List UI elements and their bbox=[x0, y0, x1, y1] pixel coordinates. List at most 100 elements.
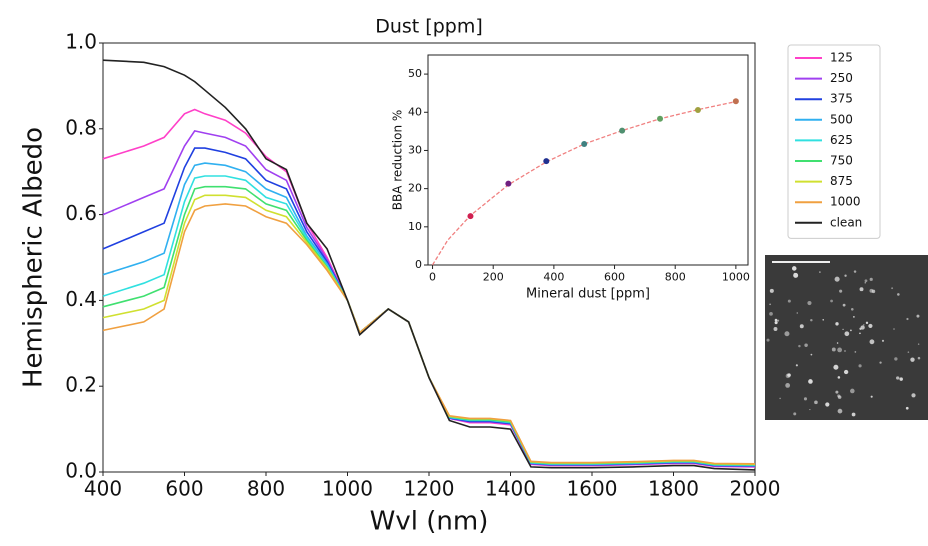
speck bbox=[899, 377, 903, 381]
legend-label: 750 bbox=[830, 154, 853, 168]
speck bbox=[803, 397, 808, 401]
speck bbox=[850, 308, 854, 311]
speck bbox=[836, 342, 839, 344]
x-tick-label: 800 bbox=[247, 477, 285, 501]
speck bbox=[785, 383, 791, 388]
speck bbox=[851, 412, 856, 417]
x-tick-label: 600 bbox=[165, 477, 203, 501]
y-tick-label: 50 bbox=[408, 67, 422, 80]
speck bbox=[917, 356, 921, 360]
speck bbox=[814, 400, 818, 405]
speck bbox=[916, 314, 920, 318]
speck bbox=[894, 357, 898, 361]
speck bbox=[809, 408, 811, 411]
y-tick-label: 0 bbox=[415, 258, 422, 271]
speck bbox=[791, 266, 797, 271]
y-tick-label: 40 bbox=[408, 105, 422, 118]
x-axis-label: Wvl (nm) bbox=[370, 507, 489, 537]
fit-line bbox=[431, 100, 737, 266]
speck bbox=[881, 339, 885, 342]
speck bbox=[917, 343, 920, 345]
speck bbox=[825, 402, 830, 407]
speck bbox=[835, 390, 839, 394]
speck bbox=[869, 339, 875, 345]
speck bbox=[859, 287, 864, 292]
speck bbox=[842, 328, 844, 330]
chart-title: Dust [ppm] bbox=[375, 16, 483, 38]
x-tick-label: 2000 bbox=[730, 477, 781, 501]
speck bbox=[837, 376, 841, 379]
speck bbox=[869, 277, 873, 281]
speck bbox=[766, 338, 770, 342]
speck bbox=[796, 312, 798, 314]
speck bbox=[879, 361, 882, 364]
speck bbox=[837, 394, 841, 398]
speck bbox=[810, 353, 813, 356]
legend-label: 875 bbox=[830, 174, 853, 188]
speck bbox=[769, 288, 774, 293]
speck bbox=[773, 327, 778, 331]
speck bbox=[779, 397, 781, 400]
speck bbox=[831, 347, 836, 352]
data-point bbox=[543, 158, 550, 165]
speck bbox=[853, 270, 857, 273]
x-tick-label: 1800 bbox=[648, 477, 699, 501]
legend-label: 625 bbox=[830, 133, 853, 147]
speck bbox=[769, 303, 771, 306]
speck bbox=[835, 322, 839, 326]
speck bbox=[843, 369, 849, 375]
x-tick-label: 200 bbox=[483, 271, 504, 284]
data-point bbox=[505, 180, 512, 187]
speck bbox=[896, 376, 900, 380]
speck bbox=[837, 408, 843, 414]
speck bbox=[822, 319, 824, 321]
legend-box bbox=[787, 44, 881, 239]
x-axis-label: Mineral dust [ppm] bbox=[526, 287, 650, 302]
y-tick-label: 10 bbox=[408, 220, 422, 233]
speck bbox=[844, 350, 846, 352]
speck bbox=[844, 331, 850, 337]
x-tick-label: 1000 bbox=[722, 271, 750, 284]
speck bbox=[852, 315, 855, 318]
legend-label: 500 bbox=[830, 112, 853, 126]
speck bbox=[850, 388, 855, 394]
speck bbox=[798, 344, 801, 348]
x-tick-label: 1400 bbox=[485, 477, 536, 501]
x-tick-label: 400 bbox=[543, 271, 564, 284]
y-tick-label: 30 bbox=[408, 143, 422, 156]
speck bbox=[905, 406, 909, 410]
speck bbox=[807, 300, 812, 306]
x-tick-label: 0 bbox=[429, 271, 436, 284]
spectrum-line bbox=[102, 59, 756, 471]
legend-label: 1000 bbox=[830, 195, 861, 209]
legend-label: clean bbox=[830, 215, 862, 229]
data-point bbox=[732, 98, 739, 105]
data-point bbox=[694, 106, 701, 113]
x-tick-label: 1600 bbox=[567, 477, 618, 501]
y-axis-label: BBA reduction % bbox=[391, 110, 405, 211]
speck bbox=[865, 321, 869, 325]
speck bbox=[774, 318, 778, 322]
legend-label: 250 bbox=[830, 71, 853, 85]
data-point bbox=[619, 127, 626, 134]
speck bbox=[793, 272, 796, 275]
speck bbox=[842, 303, 846, 307]
plot-area bbox=[427, 54, 749, 266]
speck bbox=[808, 379, 813, 384]
x-tick-label: 1000 bbox=[322, 477, 373, 501]
micrograph bbox=[765, 255, 928, 420]
speck bbox=[907, 351, 910, 353]
speck bbox=[787, 299, 791, 303]
speck bbox=[858, 364, 862, 368]
speck bbox=[893, 328, 895, 330]
speck bbox=[774, 321, 778, 325]
speck bbox=[834, 276, 840, 282]
speck bbox=[830, 299, 833, 303]
speck bbox=[869, 288, 874, 293]
y-axis-label: Hemispheric Albedo bbox=[19, 127, 49, 388]
y-tick-label: 1.0 bbox=[65, 30, 97, 54]
speck bbox=[891, 287, 894, 290]
data-point bbox=[657, 115, 664, 122]
speck bbox=[868, 323, 873, 329]
speck bbox=[769, 312, 773, 316]
